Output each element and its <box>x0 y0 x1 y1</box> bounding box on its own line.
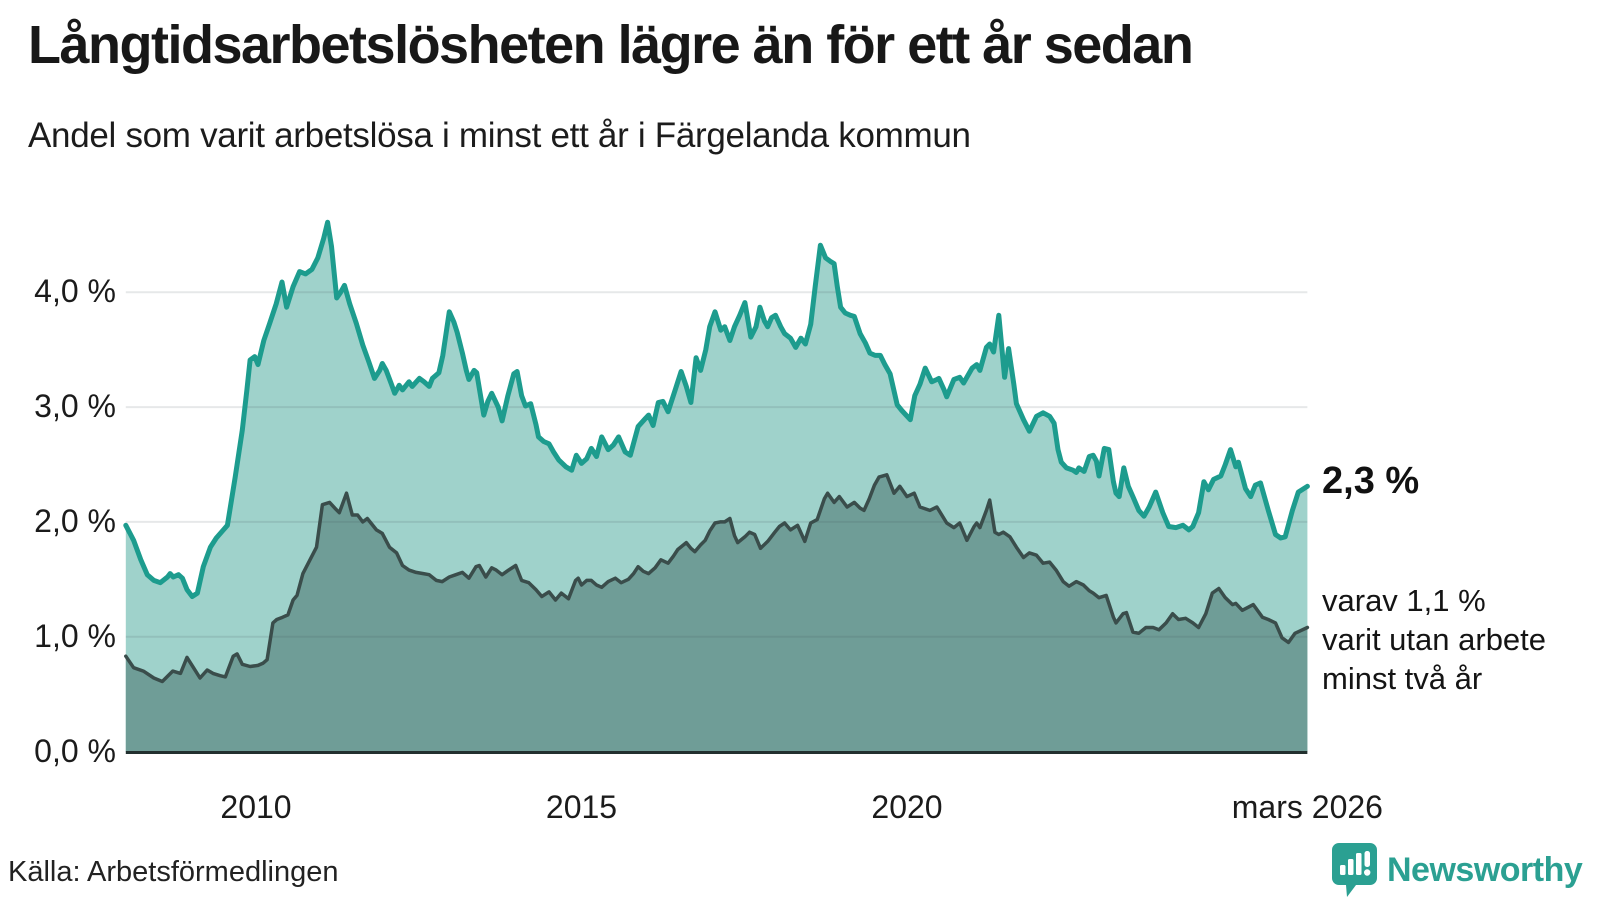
y-axis-label: 1,0 % <box>34 617 116 654</box>
y-axis-label: 2,0 % <box>34 502 116 539</box>
newsworthy-bubble-icon <box>1332 843 1377 897</box>
y-axis-label: 0,0 % <box>34 732 116 769</box>
newsworthy-logo: Newsworthy <box>1331 842 1583 898</box>
page-title: Långtidsarbetslösheten lägre än för ett … <box>28 15 1194 75</box>
area-two-years <box>125 474 1308 752</box>
line-total <box>123 219 1310 599</box>
newsworthy-wordmark: Newsworthy <box>1387 850 1583 889</box>
line-two-years <box>124 473 1310 684</box>
x-axis-label: 2015 <box>545 789 618 825</box>
source-note: Källa: Arbetsförmedlingen <box>8 856 339 888</box>
two-year-share-annotation: varav 1,1 % varit utan arbete minst två … <box>1322 583 1547 696</box>
x-axis-label: 2010 <box>220 789 292 825</box>
y-axis-label: 4,0 % <box>34 273 116 310</box>
y-axis-label: 3,0 % <box>34 388 116 425</box>
x-axis-label: 2020 <box>871 789 943 825</box>
page-subtitle: Andel som varit arbetslösa i minst ett å… <box>28 116 971 155</box>
latest-value-annotation: 2,3 % <box>1322 460 1420 502</box>
x-axis-label: mars 2026 <box>1231 789 1383 825</box>
